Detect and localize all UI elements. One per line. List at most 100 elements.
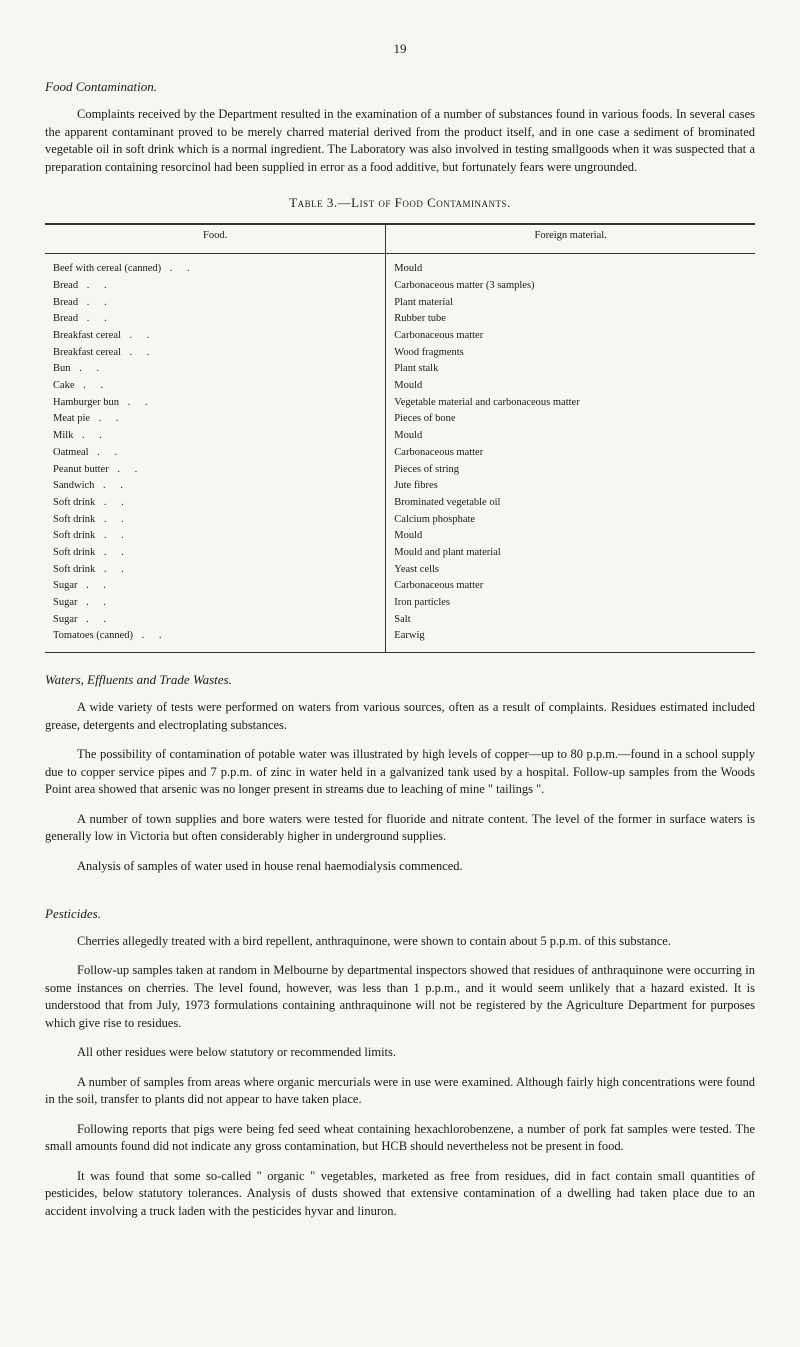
table-row: Milk . .Mould xyxy=(45,428,755,445)
table-row: Soft drink . .Brominated vegetable oil xyxy=(45,495,755,512)
table-row: Oatmeal . .Carbonaceous matter xyxy=(45,445,755,462)
leader-dots: . . xyxy=(95,497,130,508)
cell-foreign: Earwig xyxy=(386,628,755,652)
leader-dots: . . xyxy=(95,514,130,525)
table-row: Peanut butter . .Pieces of string xyxy=(45,462,755,479)
leader-dots: . . xyxy=(78,597,113,608)
leader-dots: . . xyxy=(95,564,130,575)
cell-foreign: Mould xyxy=(386,528,755,545)
cell-food: Peanut butter . . xyxy=(45,462,386,479)
leader-dots: . . xyxy=(78,280,113,291)
leader-dots: . . xyxy=(78,580,113,591)
section-title-waters: Waters, Effluents and Trade Wastes. xyxy=(45,671,755,689)
cell-foreign: Mould and plant material xyxy=(386,545,755,562)
cell-foreign: Wood fragments xyxy=(386,345,755,362)
th-food: Food. xyxy=(45,224,386,254)
para-waters-2: The possibility of contamination of pota… xyxy=(45,746,755,799)
leader-dots: . . xyxy=(71,363,106,374)
leader-dots: . . xyxy=(121,347,156,358)
para-pest-4: A number of samples from areas where org… xyxy=(45,1074,755,1109)
cell-food: Breakfast cereal . . xyxy=(45,328,386,345)
cell-foreign: Pieces of bone xyxy=(386,411,755,428)
table-row: Bread . .Carbonaceous matter (3 samples) xyxy=(45,278,755,295)
cell-food: Sugar . . xyxy=(45,578,386,595)
cell-food: Meat pie . . xyxy=(45,411,386,428)
cell-food: Soft drink . . xyxy=(45,512,386,529)
table-row: Hamburger bun . .Vegetable material and … xyxy=(45,395,755,412)
cell-food: Tomatoes (canned) . . xyxy=(45,628,386,652)
cell-food: Bread . . xyxy=(45,278,386,295)
page-number: 19 xyxy=(45,40,755,58)
para-food-1: Complaints received by the Department re… xyxy=(45,106,755,176)
cell-foreign: Plant stalk xyxy=(386,361,755,378)
table-row: Sandwich . .Jute fibres xyxy=(45,478,755,495)
cell-foreign: Pieces of string xyxy=(386,462,755,479)
cell-foreign: Mould xyxy=(386,378,755,395)
cell-food: Oatmeal . . xyxy=(45,445,386,462)
cell-foreign: Mould xyxy=(386,428,755,445)
cell-food: Bread . . xyxy=(45,295,386,312)
cell-foreign: Vegetable material and carbonaceous matt… xyxy=(386,395,755,412)
leader-dots: . . xyxy=(73,430,108,441)
cell-foreign: Calcium phosphate xyxy=(386,512,755,529)
para-pest-1: Cherries allegedly treated with a bird r… xyxy=(45,933,755,951)
leader-dots: . . xyxy=(95,547,130,558)
table-row: Sugar . .Salt xyxy=(45,612,755,629)
cell-food: Sugar . . xyxy=(45,612,386,629)
leader-dots: . . xyxy=(75,380,110,391)
cell-foreign: Carbonaceous matter xyxy=(386,445,755,462)
th-foreign: Foreign material. xyxy=(386,224,755,254)
cell-food: Soft drink . . xyxy=(45,562,386,579)
cell-foreign: Brominated vegetable oil xyxy=(386,495,755,512)
leader-dots: . . xyxy=(78,313,113,324)
cell-food: Sugar . . xyxy=(45,595,386,612)
para-waters-4: Analysis of samples of water used in hou… xyxy=(45,858,755,876)
table-header-row: Food. Foreign material. xyxy=(45,224,755,254)
leader-dots: . . xyxy=(133,630,168,641)
table-row: Sugar . .Iron particles xyxy=(45,595,755,612)
leader-dots: . . xyxy=(119,397,154,408)
leader-dots: . . xyxy=(95,530,130,541)
section-title-pesticides: Pesticides. xyxy=(45,905,755,923)
table-row: Soft drink . .Yeast cells xyxy=(45,562,755,579)
leader-dots: . . xyxy=(90,413,125,424)
cell-food: Cake . . xyxy=(45,378,386,395)
cell-foreign: Carbonaceous matter xyxy=(386,578,755,595)
table-row: Breakfast cereal . .Wood fragments xyxy=(45,345,755,362)
leader-dots: . . xyxy=(89,447,124,458)
cell-food: Milk . . xyxy=(45,428,386,445)
cell-food: Hamburger bun . . xyxy=(45,395,386,412)
leader-dots: . . xyxy=(161,263,196,274)
table-row: Breakfast cereal . .Carbonaceous matter xyxy=(45,328,755,345)
cell-food: Soft drink . . xyxy=(45,545,386,562)
cell-foreign: Rubber tube xyxy=(386,311,755,328)
cell-food: Soft drink . . xyxy=(45,528,386,545)
cell-food: Bun . . xyxy=(45,361,386,378)
table-row: Bread . .Plant material xyxy=(45,295,755,312)
table-row: Bread . .Rubber tube xyxy=(45,311,755,328)
cell-foreign: Plant material xyxy=(386,295,755,312)
cell-foreign: Mould xyxy=(386,254,755,278)
contaminants-table: Food. Foreign material. Beef with cereal… xyxy=(45,224,755,654)
para-pest-3: All other residues were below statutory … xyxy=(45,1044,755,1062)
cell-foreign: Carbonaceous matter xyxy=(386,328,755,345)
para-waters-1: A wide variety of tests were performed o… xyxy=(45,699,755,734)
cell-food: Bread . . xyxy=(45,311,386,328)
cell-foreign: Yeast cells xyxy=(386,562,755,579)
table-row: Sugar . .Carbonaceous matter xyxy=(45,578,755,595)
cell-food: Breakfast cereal . . xyxy=(45,345,386,362)
cell-foreign: Carbonaceous matter (3 samples) xyxy=(386,278,755,295)
table-row: Soft drink . .Calcium phosphate xyxy=(45,512,755,529)
cell-food: Soft drink . . xyxy=(45,495,386,512)
cell-food: Sandwich . . xyxy=(45,478,386,495)
para-pest-5: Following reports that pigs were being f… xyxy=(45,1121,755,1156)
para-pest-2: Follow-up samples taken at random in Mel… xyxy=(45,962,755,1032)
leader-dots: . . xyxy=(94,480,129,491)
cell-foreign: Jute fibres xyxy=(386,478,755,495)
leader-dots: . . xyxy=(78,614,113,625)
section-title-food: Food Contamination. xyxy=(45,78,755,96)
table-row: Soft drink . .Mould and plant material xyxy=(45,545,755,562)
table-row: Bun . .Plant stalk xyxy=(45,361,755,378)
cell-food: Beef with cereal (canned) . . xyxy=(45,254,386,278)
table-row: Beef with cereal (canned) . .Mould xyxy=(45,254,755,278)
